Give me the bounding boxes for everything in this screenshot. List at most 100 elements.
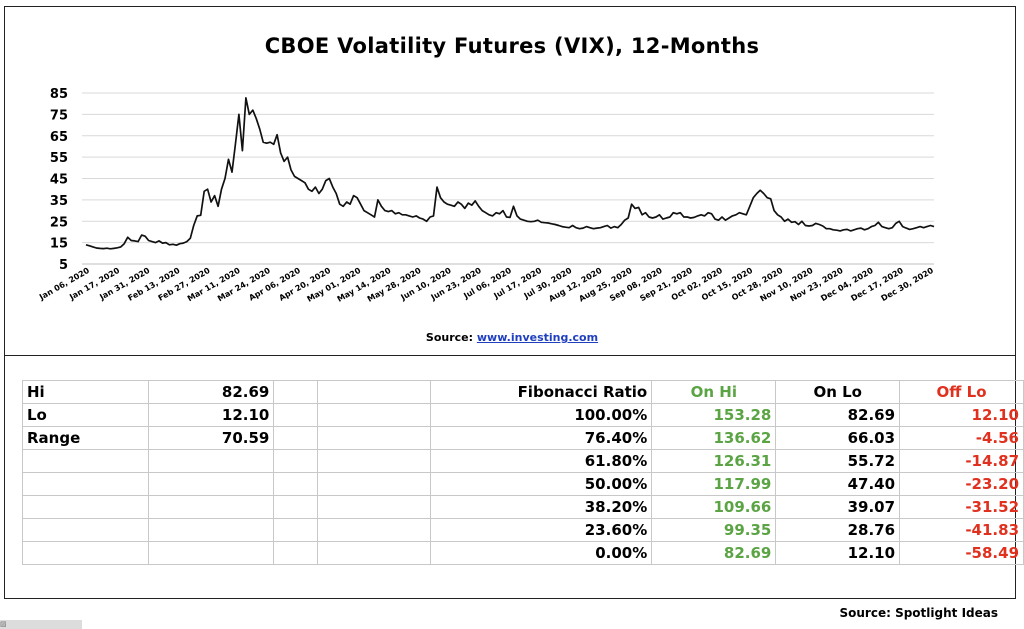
table-cell (316, 495, 432, 519)
table-cell: -41.83 (899, 518, 1024, 542)
table-cell: Lo (22, 403, 149, 427)
table-cell: 82.69 (147, 380, 275, 404)
table-cell (273, 541, 318, 565)
table-row: Range 70.59 76.40% 136.62 66.03 -4.56 (22, 426, 1024, 450)
table-cell (22, 472, 149, 496)
table-cell (273, 426, 318, 450)
table-cell (22, 541, 149, 565)
table-cell (273, 449, 318, 473)
table-cell: Fibonacci Ratio (430, 380, 653, 404)
table-cell (22, 495, 149, 519)
table-cell (273, 495, 318, 519)
table-row: 61.80% 126.31 55.72 -14.87 (22, 449, 1024, 473)
table-cell (147, 472, 275, 496)
table-cell (147, 449, 275, 473)
corner-thumbnail: ▨ (0, 620, 82, 629)
table-cell: -4.56 (899, 426, 1024, 450)
table-cell: 100.00% (430, 403, 653, 427)
x-tick-label: Oct 28, 2020 (730, 266, 785, 303)
table-cell: Hi (22, 380, 149, 404)
table-cell (316, 449, 432, 473)
table-cell (316, 380, 432, 404)
table-cell (316, 426, 432, 450)
table-cell: 12.10 (147, 403, 275, 427)
x-tick-label: Jan 17, 2020 (67, 266, 121, 303)
table-cell: -23.20 (899, 472, 1024, 496)
table-cell (316, 518, 432, 542)
outer-frame (4, 6, 1016, 599)
table-cell: On Hi (651, 380, 777, 404)
y-tick-label: 55 (50, 151, 68, 166)
y-tick-label: 65 (50, 130, 68, 145)
table-cell (273, 518, 318, 542)
fibonacci-table: Hi 82.69 Fibonacci Ratio On Hi On Lo Off Lo Lo… (22, 380, 1024, 565)
y-tick-label: 5 (59, 258, 68, 273)
table-cell (22, 449, 149, 473)
table-cell: 126.31 (651, 449, 777, 473)
y-tick-label: 85 (50, 87, 68, 102)
chart-title: CBOE Volatility Futures (VIX), 12-Months (264, 34, 760, 58)
table-cell: Off Lo (899, 380, 1024, 404)
table-cell: -14.87 (899, 449, 1024, 473)
y-tick-label: 45 (50, 173, 68, 188)
table-cell: 47.40 (775, 472, 901, 496)
table-cell (316, 541, 432, 565)
x-tick-label: Dec 30, 2020 (880, 266, 936, 303)
footer-source: Source: Spotlight Ideas (839, 606, 999, 620)
y-tick-label: 75 (50, 108, 68, 123)
x-tick-label: Jun 23, 2020 (429, 266, 484, 303)
table-cell: 153.28 (651, 403, 777, 427)
table-row: 38.20% 109.66 39.07 -31.52 (22, 495, 1024, 519)
x-tick-label: Oct 15, 2020 (700, 266, 755, 303)
table-cell (147, 518, 275, 542)
table-cell: 12.10 (775, 541, 901, 565)
table-cell: 61.80% (430, 449, 653, 473)
table-cell (273, 403, 318, 427)
table-cell (147, 541, 275, 565)
table-row: Hi 82.69 Fibonacci Ratio On Hi On Lo Off Lo (22, 380, 1024, 404)
table-cell: 12.10 (899, 403, 1024, 427)
table-cell (147, 495, 275, 519)
table-row: 23.60% 99.35 28.76 -41.83 (22, 518, 1024, 542)
table-cell: 0.00% (430, 541, 653, 565)
table-cell (316, 472, 432, 496)
y-tick-label: 15 (50, 237, 68, 252)
chart-source: Source: www.investing.com (0, 331, 1024, 344)
table-cell: 82.69 (651, 541, 777, 565)
x-tick-label: Oct 02, 2020 (670, 266, 725, 303)
x-tick-label: Jun 10, 2020 (399, 266, 454, 303)
table-cell: 23.60% (430, 518, 653, 542)
table-cell (273, 380, 318, 404)
table-cell: 50.00% (430, 472, 653, 496)
x-tick-label: Jan 31, 2020 (97, 266, 151, 303)
chart-source-label: Source: (425, 331, 477, 344)
table-cell: 76.40% (430, 426, 653, 450)
table-row: 0.00% 82.69 12.10 -58.49 (22, 541, 1024, 565)
y-tick-label: 25 (50, 215, 68, 230)
section-divider (4, 355, 1016, 356)
table-cell: -58.49 (899, 541, 1024, 565)
table-cell: Range (22, 426, 149, 450)
table-cell: 99.35 (651, 518, 777, 542)
investing-link[interactable]: www.investing.com (476, 331, 599, 344)
table-cell: 39.07 (775, 495, 901, 519)
vix-series-line (85, 97, 935, 250)
table-row: 50.00% 117.99 47.40 -23.20 (22, 472, 1024, 496)
table-row: Lo 12.10 100.00% 153.28 82.69 12.10 (22, 403, 1024, 427)
table-cell: 38.20% (430, 495, 653, 519)
table-cell: 70.59 (147, 426, 275, 450)
table-cell: 136.62 (651, 426, 777, 450)
table-cell: 28.76 (775, 518, 901, 542)
table-cell (273, 472, 318, 496)
table-cell: 66.03 (775, 426, 901, 450)
table-cell: On Lo (775, 380, 901, 404)
y-tick-label: 35 (50, 194, 68, 209)
table-cell: 55.72 (775, 449, 901, 473)
table-cell: 117.99 (651, 472, 777, 496)
table-cell: 82.69 (775, 403, 901, 427)
table-cell (22, 518, 149, 542)
table-cell: -31.52 (899, 495, 1024, 519)
table-cell: 109.66 (651, 495, 777, 519)
table-cell (316, 403, 432, 427)
